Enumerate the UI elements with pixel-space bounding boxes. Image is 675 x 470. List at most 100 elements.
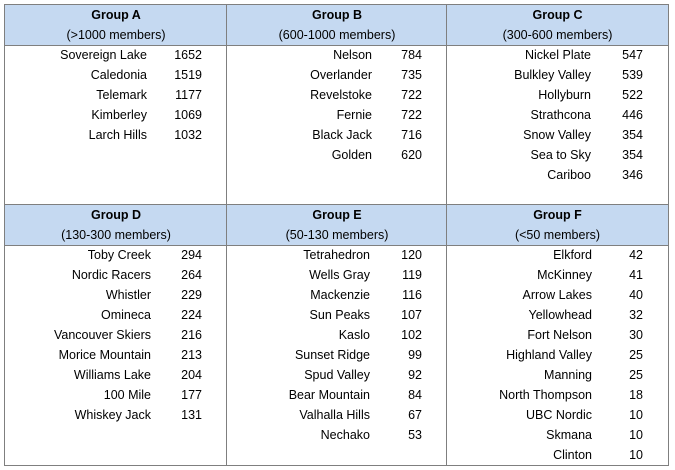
club-members: 620 <box>401 148 422 162</box>
club-name: Vancouver Skiers <box>53 328 151 342</box>
group-subtitle: (50-130 members) <box>285 228 389 242</box>
club-name: Bear Mountain <box>288 388 370 402</box>
club-members: 229 <box>181 288 202 302</box>
club-name: Bulkley Valley <box>514 68 591 82</box>
club-members: 213 <box>181 348 202 362</box>
club-row: Nordic Racers 264 <box>5 265 227 285</box>
table-border-left <box>4 4 5 466</box>
club-members: 119 <box>402 268 422 282</box>
club-members: 204 <box>181 368 202 382</box>
club-row: Omineca 224 <box>5 305 227 325</box>
club-members: 10 <box>629 408 643 422</box>
club-name: Fernie <box>336 108 372 122</box>
club-members: 1177 <box>175 88 202 102</box>
club-members: 735 <box>401 68 422 82</box>
header-divider-top <box>4 45 669 46</box>
column-divider-1 <box>226 4 227 466</box>
club-members: 131 <box>181 408 202 422</box>
club-row: Mackenzie 116 <box>227 285 447 305</box>
group-title: Group E <box>312 208 362 222</box>
club-name: Black Jack <box>312 128 372 142</box>
club-name: Nordic Racers <box>71 268 151 282</box>
club-members: 1069 <box>174 108 202 122</box>
club-row: Sun Peaks 107 <box>227 305 447 325</box>
club-name: Sovereign Lake <box>60 48 147 62</box>
club-name: Telemark <box>96 88 147 102</box>
club-name: Larch Hills <box>88 128 147 142</box>
group-header: Group B (600-1000 members) <box>227 5 447 45</box>
club-row: Bear Mountain 84 <box>227 385 447 405</box>
club-members: 784 <box>401 48 422 62</box>
club-name: Sunset Ridge <box>294 348 370 362</box>
club-row: Morice Mountain 213 <box>5 345 227 365</box>
column-divider-2 <box>446 4 447 466</box>
group-header: Group D (130-300 members) <box>5 205 227 245</box>
club-row: Hollyburn 522 <box>447 85 668 105</box>
club-members: 107 <box>401 308 422 322</box>
group-title: Group B <box>312 8 362 22</box>
club-name: Mackenzie <box>310 288 370 302</box>
club-name: Tetrahedron <box>303 248 370 262</box>
row-divider <box>4 204 669 205</box>
club-name: UBC Nordic <box>526 408 592 422</box>
group-subtitle: (130-300 members) <box>61 228 171 242</box>
club-name: Elkford <box>553 248 592 262</box>
club-members: 42 <box>629 248 643 262</box>
club-name: Morice Mountain <box>58 348 151 362</box>
group-title: Group D <box>91 208 141 222</box>
club-members: 177 <box>181 388 202 402</box>
club-name: Wells Gray <box>309 268 370 282</box>
club-row: Fort Nelson 30 <box>447 325 668 345</box>
club-members: 547 <box>622 48 643 62</box>
club-name: Toby Creek <box>87 248 151 262</box>
club-name: Sea to Sky <box>530 148 591 162</box>
club-row: Whistler 229 <box>5 285 227 305</box>
club-row: Vancouver Skiers 216 <box>5 325 227 345</box>
club-members: 1032 <box>174 128 202 142</box>
club-members: 539 <box>622 68 643 82</box>
club-members: 40 <box>629 288 643 302</box>
club-row: Sovereign Lake 1652 <box>5 45 227 65</box>
club-row: Williams Lake 204 <box>5 365 227 385</box>
club-name: Fort Nelson <box>527 328 592 342</box>
club-name: McKinney <box>537 268 592 282</box>
club-name: Kimberley <box>91 108 147 122</box>
group-subtitle: (600-1000 members) <box>278 28 396 42</box>
club-name: Williams Lake <box>73 368 151 382</box>
club-members: 102 <box>401 328 422 342</box>
club-members: 116 <box>402 288 422 302</box>
club-name: Arrow Lakes <box>522 288 592 302</box>
club-name: North Thompson <box>499 388 592 402</box>
club-row: Spud Valley 92 <box>227 365 447 385</box>
club-name: Overlander <box>310 68 372 82</box>
club-members: 92 <box>408 368 422 382</box>
club-row: Skmana 10 <box>447 425 668 445</box>
club-row: Tetrahedron 120 <box>227 245 447 265</box>
club-row: Cariboo 346 <box>447 165 668 185</box>
club-row: Wells Gray 119 <box>227 265 447 285</box>
club-members: 446 <box>622 108 643 122</box>
club-name: Hollyburn <box>538 88 591 102</box>
table-border-right <box>668 4 669 466</box>
club-members: 25 <box>629 368 643 382</box>
club-row: McKinney 41 <box>447 265 668 285</box>
club-name: Spud Valley <box>304 368 370 382</box>
club-row: North Thompson 18 <box>447 385 668 405</box>
club-row: Nickel Plate 547 <box>447 45 668 65</box>
table-border-bottom <box>4 465 669 466</box>
club-row: Manning 25 <box>447 365 668 385</box>
group-block-group-f: Group F (<50 members) Elkford 42 McKinney 41 A… <box>447 205 668 465</box>
club-members: 10 <box>629 448 643 462</box>
club-row: Black Jack 716 <box>227 125 447 145</box>
club-name: Manning <box>544 368 592 382</box>
club-name: Kaslo <box>338 328 370 342</box>
group-block-group-e: Group E (50-130 members) Tetrahedron 120 Wel… <box>227 205 447 465</box>
club-members: 354 <box>622 128 643 142</box>
club-row: Nechako 53 <box>227 425 447 445</box>
club-name: Sun Peaks <box>309 308 370 322</box>
group-title: Group F <box>533 208 582 222</box>
club-members: 722 <box>401 108 422 122</box>
club-name: Clinton <box>553 448 592 462</box>
group-subtitle: (<50 members) <box>514 228 601 242</box>
